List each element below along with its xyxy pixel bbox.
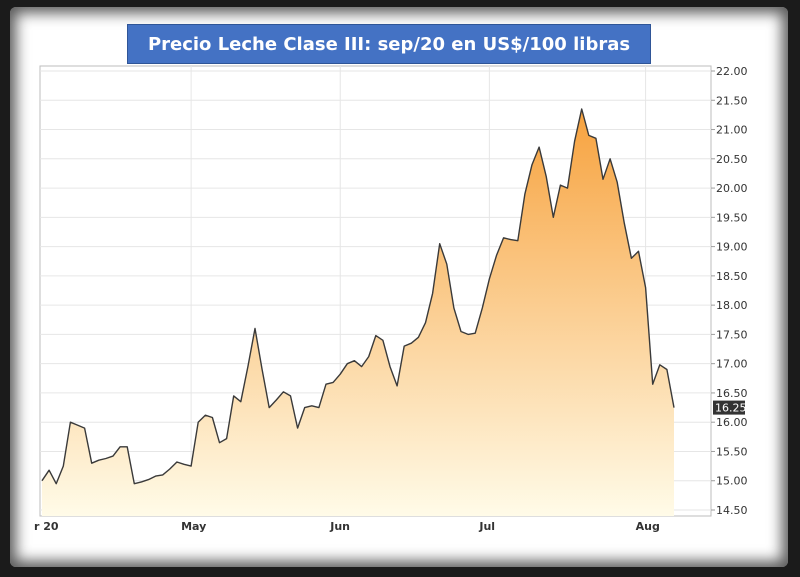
y-tick-label: 22.00 — [716, 65, 748, 78]
y-tick-label: 16.50 — [716, 387, 748, 400]
last-value-label: 16.25 — [715, 402, 747, 415]
chart-title: Precio Leche Clase III: sep/20 en US$/10… — [127, 24, 651, 64]
y-tick-label: 19.50 — [716, 211, 748, 224]
x-tick-label: Aug — [636, 520, 660, 533]
y-tick-label: 16.00 — [716, 416, 748, 429]
y-axis: 22.00 21.50 21.00 20.50 20.00 19.50 19.00 18.50… — [711, 65, 748, 517]
y-tick-label: 21.00 — [716, 124, 748, 137]
y-tick-label: 19.00 — [716, 241, 748, 254]
last-value-badge — [713, 400, 745, 415]
y-tick-label: 20.50 — [716, 153, 748, 166]
price-line — [41, 108, 675, 485]
y-tick-label: 18.50 — [716, 270, 748, 283]
x-axis: r 20 May Jun Jul Aug — [34, 520, 660, 533]
price-area — [42, 109, 674, 516]
y-tick-label: 18.00 — [716, 299, 748, 312]
y-tick-label: 20.00 — [716, 182, 748, 195]
y-tick-label: 15.00 — [716, 475, 748, 488]
y-tick-label: 17.00 — [716, 358, 748, 371]
x-tick-label: r 20 — [34, 520, 59, 533]
x-tick-label: May — [181, 520, 206, 533]
x-tick-label: Jun — [329, 520, 350, 533]
y-tick-label: 15.50 — [716, 445, 748, 458]
y-tick-label: 14.50 — [716, 504, 748, 517]
y-tick-label: 17.50 — [716, 328, 748, 341]
x-tick-label: Jul — [478, 520, 495, 533]
y-tick-label: 21.50 — [716, 94, 748, 107]
last-value-marker: 16.25 — [713, 400, 747, 415]
